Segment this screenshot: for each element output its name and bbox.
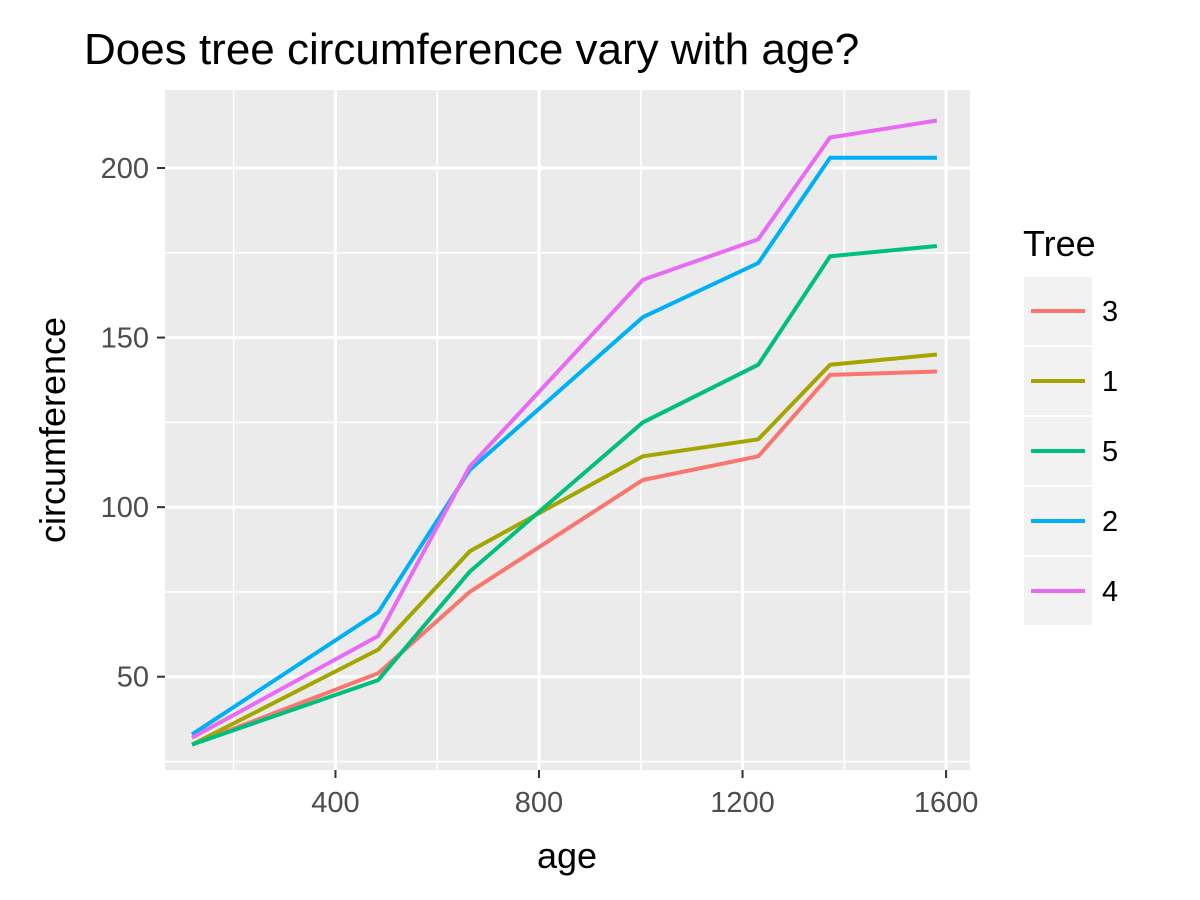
legend-label: 3 (1102, 296, 1118, 328)
legend-label: 5 (1102, 436, 1118, 468)
y-axis: 50 100 150 200 (101, 153, 165, 694)
minor-gridlines (165, 90, 970, 770)
legend-label: 4 (1102, 576, 1118, 608)
series-line-tree-3 (191, 369, 937, 747)
y-tick-label: 200 (101, 153, 149, 185)
legend-label: 1 (1102, 366, 1118, 398)
legend: Tree 3 1 5 2 4 (1023, 223, 1118, 625)
x-tick-label: 1200 (710, 787, 775, 819)
x-tick-label: 400 (311, 787, 359, 819)
legend-items: 3 1 5 2 4 (1024, 277, 1118, 625)
y-tick-label: 150 (101, 323, 149, 355)
major-gridlines (165, 90, 970, 770)
x-axis: 400 800 1200 1600 (311, 770, 978, 819)
legend-title: Tree (1023, 223, 1096, 264)
x-axis-title: age (537, 835, 597, 876)
x-tick-label: 1600 (914, 787, 979, 819)
y-tick-label: 100 (101, 492, 149, 524)
y-axis-title: circumference (32, 317, 73, 543)
series-line-tree-5 (191, 244, 938, 747)
y-tick-label: 50 (117, 662, 149, 694)
series-line-tree-1 (191, 352, 938, 747)
x-tick-label: 800 (515, 787, 563, 819)
chart-title: Does tree circumference vary with age? (84, 25, 859, 74)
series-line-tree-2 (190, 155, 937, 737)
series-line-tree-4 (191, 118, 938, 740)
plot-panel (165, 90, 970, 770)
legend-label: 2 (1102, 506, 1118, 538)
series-lines (190, 118, 938, 747)
